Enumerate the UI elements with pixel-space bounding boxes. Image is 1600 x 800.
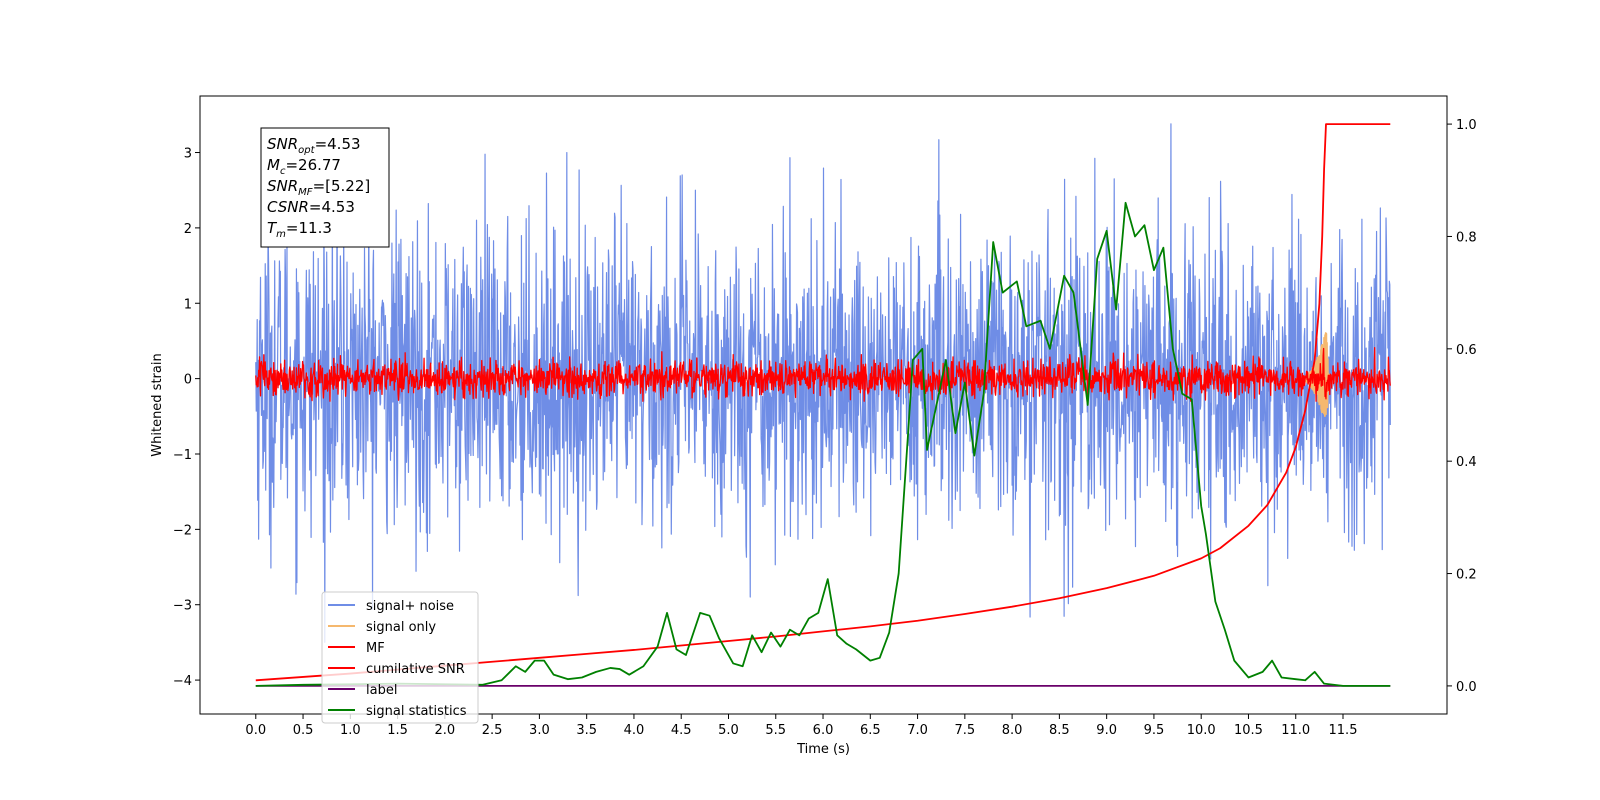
annotation-line: Tm=11.3 — [267, 219, 332, 240]
x-tick-label: 5.5 — [765, 723, 786, 738]
x-tick-label: 0.0 — [245, 723, 266, 738]
x-tick-label: 2.5 — [482, 723, 503, 738]
y-right-tick-label: 0.2 — [1456, 568, 1477, 583]
annotation-line: SNRopt=4.53 — [267, 135, 361, 156]
series-signal-statistics — [255, 201, 1391, 687]
x-tick-label: 0.5 — [293, 723, 314, 738]
annotation-frame — [260, 127, 390, 248]
annotation-box: SNRopt=4.53Mc=26.77SNRMF=[5.22]CSNR=4.53… — [260, 127, 390, 248]
legend-entry: cumilative SNR — [366, 662, 465, 677]
y-tick-label: −3 — [173, 599, 192, 614]
legend-entry: MF — [366, 641, 385, 656]
y-tick-label: −4 — [173, 674, 192, 689]
x-tick-label: 6.5 — [860, 723, 881, 738]
legend-entry: signal only — [366, 620, 436, 635]
legend-entry: label — [366, 683, 397, 698]
x-tick-label: 1.0 — [340, 723, 361, 738]
x-tick-label: 9.0 — [1096, 723, 1117, 738]
x-tick-label: 7.0 — [907, 723, 928, 738]
x-tick-label: 2.0 — [435, 723, 456, 738]
legend: signal+ noise signal only MF cumilative SNR… — [321, 591, 479, 724]
y-right-tick-label: 0.8 — [1456, 230, 1477, 245]
x-tick-label: 10.0 — [1187, 723, 1216, 738]
x-tick-label: 10.5 — [1234, 723, 1263, 738]
x-tick-label: 8.5 — [1049, 723, 1070, 738]
y-tick-label: 0 — [184, 373, 192, 388]
series-mf — [255, 346, 1391, 402]
legend-entry: signal statistics — [366, 704, 467, 719]
x-tick-label: 8.0 — [1002, 723, 1023, 738]
x-axis-label: Time (s) — [796, 742, 850, 757]
x-tick-label: 11.0 — [1281, 723, 1310, 738]
series-line — [255, 123, 1391, 682]
y-right-tick-label: 0.0 — [1456, 680, 1477, 695]
y-right-tick-label: 0.4 — [1456, 455, 1477, 470]
y-tick-label: 2 — [184, 222, 192, 237]
y-tick-label: 3 — [184, 147, 192, 162]
legend-frame — [321, 591, 479, 724]
series-line — [255, 201, 1391, 687]
series-line — [255, 346, 1391, 402]
x-tick-label: 7.5 — [954, 723, 975, 738]
y-axis-left: −4 −3 −2 −1 0 1 2 3 — [173, 147, 200, 689]
x-tick-label: 5.0 — [718, 723, 739, 738]
y-axis-label: Whitened strain — [150, 353, 165, 456]
series-layer — [255, 123, 1391, 687]
x-tick-label: 6.0 — [813, 723, 834, 738]
x-tick-label: 3.5 — [576, 723, 597, 738]
y-tick-label: −1 — [173, 448, 192, 463]
x-tick-label: 3.0 — [529, 723, 550, 738]
annotation-line: CSNR=4.53 — [267, 198, 355, 216]
annotation-line: Mc=26.77 — [267, 156, 341, 177]
legend-entry: signal+ noise — [366, 599, 454, 614]
y-right-tick-label: 1.0 — [1456, 118, 1477, 133]
series-cumilative-snr — [255, 123, 1391, 682]
x-tick-label: 1.5 — [387, 723, 408, 738]
y-right-tick-label: 0.6 — [1456, 343, 1477, 358]
annotation-line: SNRMF=[5.22] — [267, 177, 370, 198]
y-tick-label: 1 — [184, 297, 192, 312]
x-tick-label: 11.5 — [1329, 723, 1358, 738]
x-tick-label: 4.0 — [624, 723, 645, 738]
y-axis-right: 0.0 0.2 0.4 0.6 0.8 1.0 — [1447, 118, 1477, 695]
x-axis: 0.0 0.5 1.0 1.5 2.0 2.5 3.0 3.5 4.0 4.5 5.0 5.5 6.0 6… — [245, 714, 1357, 738]
y-tick-label: −2 — [173, 523, 192, 538]
x-tick-label: 9.5 — [1144, 723, 1165, 738]
x-tick-label: 4.5 — [671, 723, 692, 738]
